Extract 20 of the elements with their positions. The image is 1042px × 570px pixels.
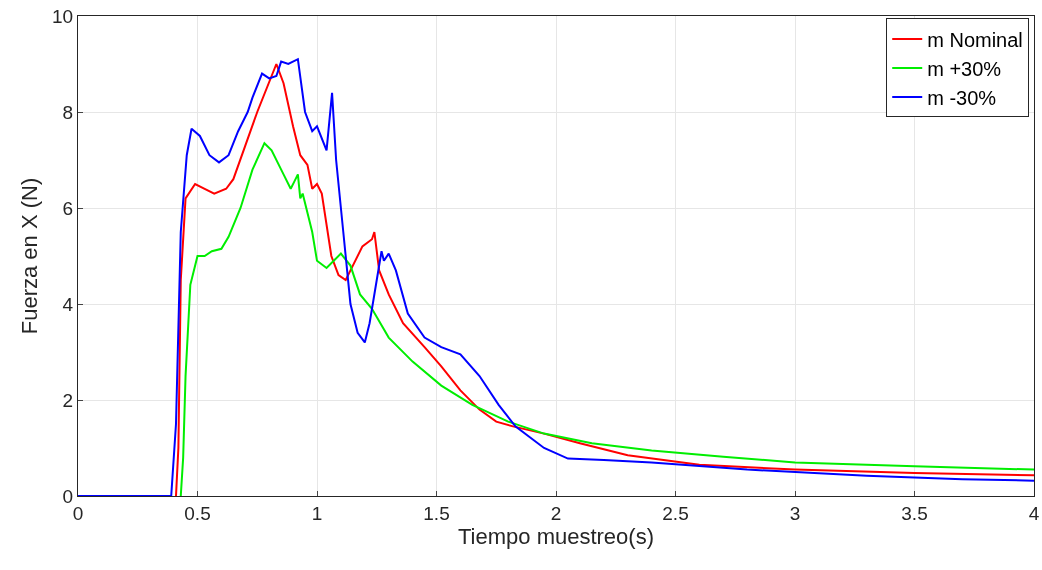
y-tick-label: 0: [62, 485, 74, 507]
x-tick-label: 3.5: [901, 502, 928, 524]
legend-label: m +30%: [927, 57, 1002, 80]
x-tick-label: 2.5: [662, 502, 689, 524]
x-tick-label: 1: [311, 502, 323, 524]
x-tick-label: 0.5: [184, 502, 211, 524]
legend-label: m Nominal: [927, 28, 1023, 51]
y-tick-label: 6: [62, 197, 74, 219]
y-axis-title: Fuerza en X (N): [16, 177, 42, 335]
x-tick-label: 4: [1028, 502, 1040, 524]
legend-label: m -30%: [927, 86, 997, 109]
y-tick-label: 4: [62, 293, 74, 315]
x-tick-label: 1.5: [423, 502, 450, 524]
line-series: [179, 142, 1034, 496]
y-tick-label: 10: [52, 5, 74, 27]
y-tick-label: 2: [62, 389, 74, 411]
x-axis-title: Tiempo muestreo(s): [457, 523, 655, 549]
x-tick-label: 3: [789, 502, 801, 524]
x-tick-label: 2: [550, 502, 562, 524]
y-tick-label: 8: [62, 101, 74, 123]
